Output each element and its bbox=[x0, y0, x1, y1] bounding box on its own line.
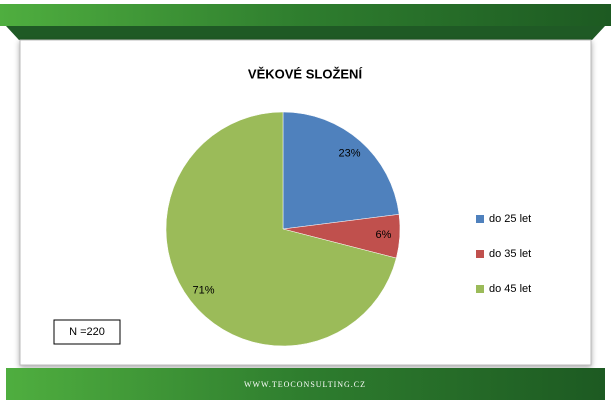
legend-label: do 45 let bbox=[489, 283, 531, 295]
annotation-box bbox=[53, 319, 121, 345]
header-shadow bbox=[6, 26, 605, 40]
legend-label: do 35 let bbox=[489, 248, 531, 260]
data-label: 23% bbox=[339, 147, 361, 159]
data-label: 71% bbox=[192, 285, 214, 297]
legend-label: do 25 let bbox=[489, 213, 531, 225]
footer-bar bbox=[6, 368, 605, 400]
plot: 23% 6% 71% do 25 let do 35 let do 45 let bbox=[165, 111, 531, 347]
annotation: N =220 bbox=[69, 326, 105, 338]
legend-swatch bbox=[476, 215, 484, 223]
pie-slice bbox=[165, 111, 397, 347]
pie-slice bbox=[282, 111, 400, 230]
legend-swatch bbox=[476, 285, 484, 293]
footer-text: WWW.TEOCONSULTING.CZ bbox=[244, 380, 366, 389]
chart-title: VĚKOVÉ SLOŽENÍ bbox=[248, 66, 363, 81]
header-bar bbox=[0, 4, 611, 26]
legend-swatch bbox=[476, 250, 484, 258]
data-label: 6% bbox=[375, 229, 391, 241]
